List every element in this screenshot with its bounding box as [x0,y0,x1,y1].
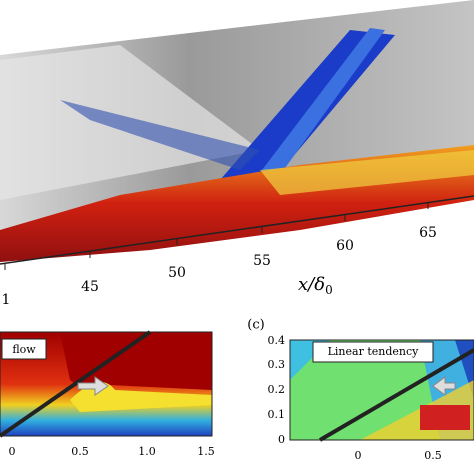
x-axis-label: x/δ0 [298,274,333,297]
x-tick-label: 1.5 [197,445,215,458]
x-tick-label: 0 [9,445,16,458]
x-tick-label: 45 [81,279,99,295]
x-tick-label: 65 [419,225,437,241]
right-contour [289,339,474,442]
x-tick-label: 60 [336,238,354,254]
y-tick-label: 0 [278,433,285,446]
x-tick-label: 50 [168,265,186,281]
x-tick-label: 1.0 [138,445,156,458]
y-tick-label: 0.1 [268,408,286,421]
x-tick-label: 55 [253,253,271,269]
x-tick-label: 1 [2,292,11,308]
flow-visualization [0,0,474,270]
y-tick-label: 0.4 [268,334,286,347]
left-contour [0,330,213,438]
x-tick-label: 0.5 [424,449,442,462]
y-tick-label: 0.2 [268,383,286,396]
x-tick-label: 0 [355,449,362,462]
box-label: flow [12,343,36,356]
panel-label: (c) [247,318,264,333]
box-label: Linear tendency [328,345,420,358]
y-tick-label: 0.3 [268,358,286,371]
x-tick-label: 0.5 [71,445,89,458]
